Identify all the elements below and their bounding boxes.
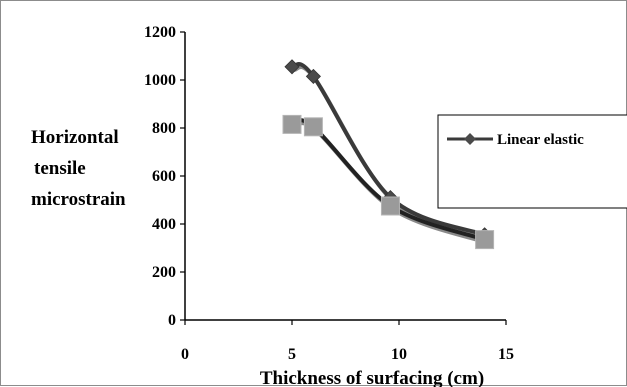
- y-tick-label: 0: [168, 312, 176, 329]
- y-tick-label: 1200: [144, 24, 176, 41]
- y-tick-label: 800: [152, 120, 176, 137]
- data-point-square: [282, 114, 302, 134]
- x-tick-label: 15: [498, 346, 514, 363]
- y-axis-title-line-1: Horizontal: [31, 127, 119, 148]
- data-point-square: [380, 196, 400, 216]
- y-tick-label: 400: [152, 216, 176, 233]
- y-axis-title-line-3: microstrain: [31, 189, 126, 210]
- data-point-diamond: [305, 68, 321, 84]
- x-axis-ticks: 0 5 10 15: [181, 320, 514, 363]
- data-point-square: [303, 117, 323, 137]
- legend-diamond-marker: [464, 133, 476, 145]
- x-tick-label: 5: [288, 346, 296, 363]
- y-axis-title-line-2: tensile: [34, 158, 86, 179]
- legend-label-linear-elastic: Linear elastic: [497, 132, 584, 148]
- series-layer: [282, 59, 495, 250]
- y-axis-ticks: 0 200 400 600 800 1000 1200: [144, 24, 185, 329]
- x-axis-title: Thickness of surfacing (cm): [260, 368, 484, 387]
- y-tick-label: 1000: [144, 72, 176, 89]
- data-point-square: [475, 230, 495, 250]
- x-tick-label: 0: [181, 346, 189, 363]
- y-tick-label: 600: [152, 168, 176, 185]
- series-line: [291, 62, 486, 237]
- data-point-diamond: [284, 59, 300, 75]
- y-tick-label: 200: [152, 264, 176, 281]
- legend: Linear elastic: [437, 114, 627, 209]
- x-tick-label: 10: [391, 346, 407, 363]
- legend-box: [437, 114, 627, 209]
